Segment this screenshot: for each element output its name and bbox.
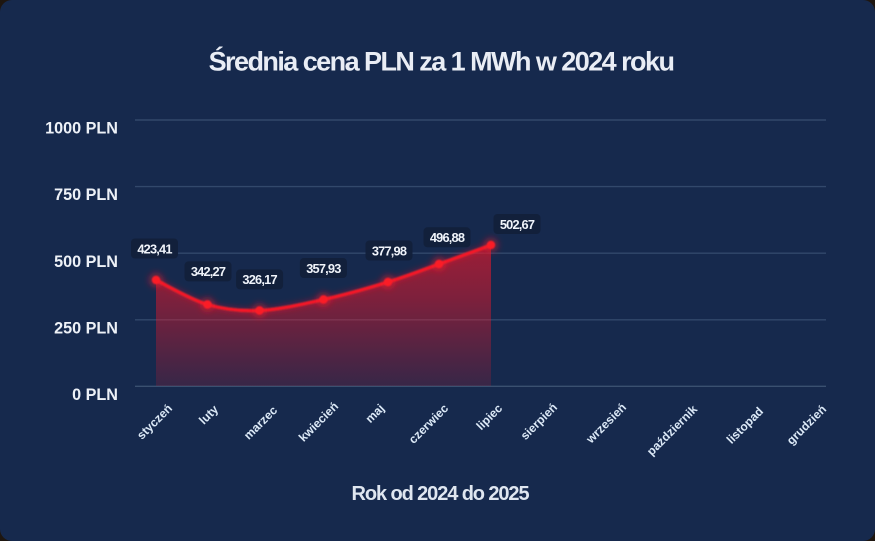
svg-text:Rok od 2024 do 2025: Rok od 2024 do 2025 (352, 483, 530, 505)
svg-text:Średnia cena PLN za 1 MWh w 20: Średnia cena PLN za 1 MWh w 2024 roku (209, 46, 674, 77)
svg-text:1000 PLN: 1000 PLN (45, 120, 118, 138)
svg-text:0 PLN: 0 PLN (72, 386, 118, 404)
svg-text:377,98: 377,98 (372, 243, 407, 258)
svg-text:357,93: 357,93 (306, 261, 341, 276)
svg-text:326,17: 326,17 (242, 272, 277, 287)
svg-text:423,41: 423,41 (137, 241, 172, 256)
svg-text:496,88: 496,88 (430, 230, 465, 245)
svg-text:250 PLN: 250 PLN (54, 319, 118, 337)
svg-text:500 PLN: 500 PLN (54, 253, 118, 271)
svg-text:342,27: 342,27 (191, 264, 226, 279)
svg-text:502,67: 502,67 (500, 217, 535, 232)
svg-text:750 PLN: 750 PLN (54, 186, 118, 204)
